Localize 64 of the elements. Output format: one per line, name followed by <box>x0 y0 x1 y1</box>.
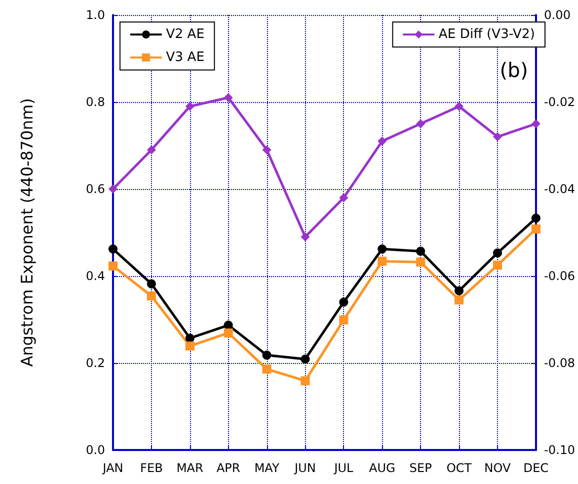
point <box>146 292 156 301</box>
point <box>416 246 426 256</box>
point <box>146 279 156 288</box>
y-tick-label: 1.0 <box>86 8 105 22</box>
y-tick-label: 0.8 <box>86 95 105 109</box>
x-tick-label: MAY <box>254 461 280 475</box>
point <box>378 244 387 254</box>
point <box>493 132 502 142</box>
point <box>416 119 426 128</box>
point <box>262 145 272 154</box>
point <box>108 261 118 270</box>
x-tick-label: FEB <box>140 461 163 475</box>
y-axis-title: Angstrom Exponent (440-870nm) <box>18 98 36 367</box>
annotation: (b) <box>500 58 528 82</box>
point <box>531 214 540 223</box>
point <box>262 364 272 374</box>
point <box>108 184 118 194</box>
point <box>378 136 387 146</box>
y2-tick-label: -0.02 <box>544 95 576 109</box>
legend-label: V3 AE <box>166 50 204 65</box>
point <box>416 258 426 267</box>
point <box>531 224 540 234</box>
point <box>378 256 387 266</box>
point <box>300 354 310 364</box>
point <box>454 102 464 111</box>
x-tick-label: AUG <box>369 461 396 475</box>
y-tick-label: 0.6 <box>86 182 105 196</box>
point <box>224 328 233 338</box>
point <box>185 334 194 343</box>
y2-tick-label: -0.04 <box>544 182 576 196</box>
x-tick-label: DEC <box>523 461 549 475</box>
y-tick-label: 0.0 <box>86 443 105 457</box>
x-tick-label: JAN <box>102 461 124 475</box>
y2-tick-label: -0.06 <box>544 269 576 283</box>
point <box>300 376 310 386</box>
point <box>454 295 464 304</box>
point <box>339 315 348 324</box>
x-tick-label: APR <box>216 461 240 475</box>
point <box>531 119 540 128</box>
point <box>454 286 464 296</box>
point <box>185 342 194 351</box>
point <box>224 93 233 102</box>
point <box>300 232 310 242</box>
x-tick-label: MAR <box>176 461 204 475</box>
point <box>146 145 156 154</box>
point <box>339 298 348 307</box>
legend-label: V2 AE <box>166 27 204 42</box>
point <box>108 244 118 254</box>
point <box>493 248 502 258</box>
point <box>339 193 348 202</box>
y2-tick-label: 0.00 <box>544 8 571 22</box>
y-tick-label: 0.2 <box>86 356 105 370</box>
y2-tick-label: -0.08 <box>544 356 576 370</box>
x-tick-label: JUL <box>333 461 354 475</box>
x-tick-label: NOV <box>484 461 512 475</box>
x-tick-label: OCT <box>446 461 472 475</box>
legend-label: AE Diff (V3-V2) <box>438 27 536 42</box>
point <box>262 350 272 360</box>
y-tick-label: 0.4 <box>86 269 105 283</box>
x-tick-label: SEP <box>409 461 432 475</box>
y2-tick-label: -0.10 <box>544 443 576 457</box>
point <box>185 102 194 111</box>
x-tick-label: JUN <box>294 461 316 475</box>
point <box>493 260 502 270</box>
